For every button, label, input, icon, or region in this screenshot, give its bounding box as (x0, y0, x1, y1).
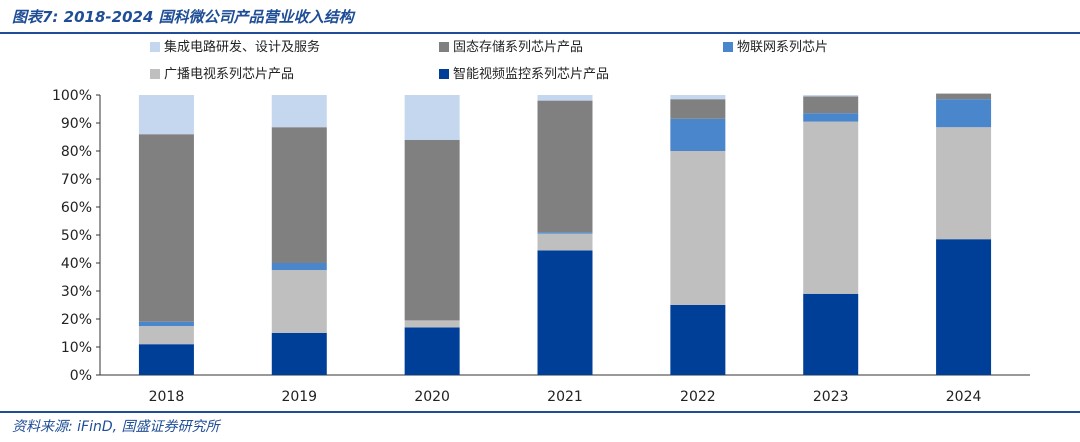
bar-segment (271, 95, 327, 128)
bar-segment (670, 118, 726, 151)
x-tick-label: 2018 (149, 389, 185, 405)
bar-segment (670, 305, 726, 375)
bar-segment (138, 344, 194, 375)
title-rule (0, 32, 1080, 34)
y-tick-label: 20% (61, 312, 92, 328)
legend-label: 物联网系列芯片 (737, 40, 828, 55)
y-tick-label: 50% (61, 228, 92, 244)
bar-segment (404, 327, 460, 375)
bar-segment (670, 99, 726, 119)
legend-swatch (439, 42, 449, 52)
y-tick-label: 0% (70, 368, 92, 384)
bar-segment (803, 96, 859, 114)
bar-segment (936, 99, 992, 128)
legend-label: 智能视频监控系列芯片产品 (453, 67, 609, 82)
bar-segment (138, 326, 194, 345)
legend-swatch (150, 69, 160, 79)
bar-segment (537, 232, 593, 234)
bar-segment (936, 93, 992, 100)
legend-label: 固态存储系列芯片产品 (453, 40, 583, 55)
chart-bars (138, 93, 992, 375)
bar-segment (537, 100, 593, 233)
bar-segment (404, 95, 460, 140)
bar-segment (803, 293, 859, 375)
bar-segment (670, 151, 726, 305)
x-tick-label: 2020 (414, 389, 450, 405)
bar-segment (670, 95, 726, 100)
bar-segment (271, 263, 327, 270)
x-tick-label: 2024 (946, 389, 982, 405)
y-tick-label: 40% (61, 256, 92, 272)
bar-segment (138, 95, 194, 135)
bar-segment (803, 121, 859, 294)
chart-axes: 0% 10% 20% 30% 40% 50% 60% 70% 80% 90% 100% 2018 201… (52, 88, 1030, 405)
bar-segment (537, 95, 593, 101)
x-tick-label: 2021 (547, 389, 583, 405)
bar-segment (803, 113, 859, 122)
source-note: 资料来源: iFinD, 国盛证券研究所 (12, 419, 220, 435)
legend-label: 集成电路研发、设计及服务 (164, 39, 320, 55)
bar-segment (271, 333, 327, 375)
y-tick-label: 30% (61, 284, 92, 300)
y-tick-label: 70% (61, 172, 92, 188)
y-tick-label: 60% (61, 200, 92, 216)
chart-title: 图表7: 2018-2024 国科微公司产品营业收入结构 (12, 8, 354, 26)
legend-swatch (439, 69, 449, 79)
legend-swatch (723, 42, 733, 52)
x-tick-label: 2022 (680, 389, 716, 405)
legend-swatch (150, 42, 160, 52)
x-tick-label: 2023 (813, 389, 849, 405)
y-tick-label: 100% (52, 88, 92, 104)
bar-segment (404, 320, 460, 328)
bar-segment (271, 127, 327, 263)
bar-segment (936, 239, 992, 375)
source-rule (0, 411, 1080, 413)
bar-segment (138, 134, 194, 322)
bar-segment (803, 95, 859, 97)
bar-segment (271, 270, 327, 333)
y-tick-label: 90% (61, 116, 92, 132)
bar-segment (138, 321, 194, 326)
bar-segment (936, 127, 992, 240)
x-tick-label: 2019 (281, 389, 317, 405)
y-tick-label: 80% (61, 144, 92, 160)
bar-segment (537, 250, 593, 375)
bar-segment (404, 139, 460, 321)
y-tick-label: 10% (61, 340, 92, 356)
legend-label: 广播电视系列芯片产品 (164, 67, 294, 82)
bar-segment (537, 233, 593, 251)
